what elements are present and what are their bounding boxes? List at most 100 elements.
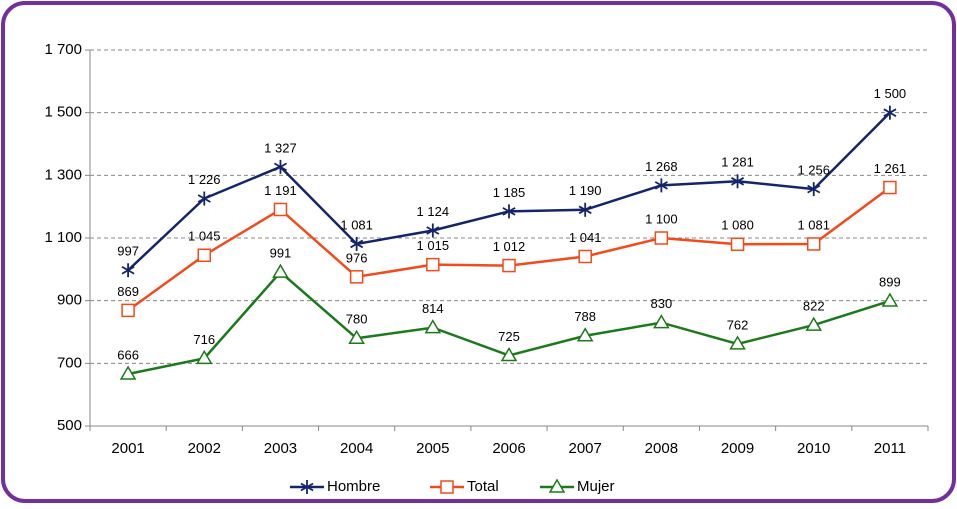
marker-stroke — [426, 226, 440, 235]
data-label: 666 — [117, 347, 139, 362]
marker — [197, 191, 211, 206]
marker — [502, 258, 516, 273]
legend-label: Hombre — [327, 478, 380, 495]
marker — [729, 335, 746, 350]
marker — [883, 180, 897, 195]
data-label: 1 012 — [493, 239, 526, 254]
data-label: 1 500 — [874, 86, 907, 101]
x-tick-label: 2003 — [264, 440, 297, 457]
legend-label: Total — [467, 478, 499, 495]
data-label: 1 191 — [264, 183, 297, 198]
marker — [807, 182, 821, 197]
marker — [502, 204, 516, 219]
marker — [881, 292, 899, 307]
data-label: 1 226 — [188, 172, 221, 187]
data-label: 1 081 — [340, 217, 373, 232]
marker — [273, 202, 288, 217]
data-label: 1 041 — [569, 230, 602, 245]
marker — [349, 270, 364, 284]
x-tick-label: 2006 — [492, 440, 525, 457]
marker-stroke — [121, 265, 135, 275]
data-label: 762 — [727, 317, 749, 332]
marker-stroke — [578, 205, 592, 215]
x-tick-label: 2004 — [340, 440, 373, 457]
marker — [806, 237, 821, 251]
marker — [348, 329, 365, 345]
y-tick-label: 1 300 — [44, 166, 82, 183]
y-tick-label: 1 700 — [44, 41, 82, 58]
x-tick-label: 2010 — [797, 440, 830, 457]
marker — [578, 202, 592, 217]
marker — [576, 327, 594, 342]
y-tick-label: 500 — [57, 417, 82, 434]
y-tick-label: 700 — [57, 354, 82, 371]
marker-stroke — [350, 239, 364, 249]
x-tick-label: 2002 — [188, 440, 221, 457]
marker — [440, 480, 454, 494]
marker-stroke — [300, 482, 314, 492]
data-label: 725 — [498, 329, 520, 344]
legend-item: Mujer — [540, 478, 615, 495]
x-tick-label: 2008 — [645, 440, 678, 457]
marker-stroke — [731, 177, 745, 186]
data-label: 1 281 — [721, 155, 754, 170]
data-label: 899 — [879, 274, 901, 289]
marker — [424, 319, 442, 334]
marker-stroke — [807, 184, 821, 194]
data-label: 1 268 — [645, 159, 678, 174]
x-tick-label: 2005 — [416, 440, 449, 457]
marker — [883, 105, 897, 120]
marker — [805, 316, 823, 331]
marker — [197, 248, 212, 262]
data-label: 1 190 — [569, 183, 602, 198]
marker — [273, 159, 287, 174]
marker — [731, 174, 745, 189]
marker-stroke — [502, 207, 516, 216]
data-label: 997 — [117, 244, 139, 259]
data-label: 1 045 — [188, 229, 221, 244]
marker — [653, 314, 670, 329]
x-tick-label: 2007 — [568, 440, 601, 457]
x-tick-label: 2011 — [874, 440, 906, 457]
data-label: 788 — [574, 309, 596, 324]
marker — [195, 349, 213, 365]
x-tick-label: 2009 — [721, 440, 754, 457]
data-label: 1 185 — [493, 185, 526, 200]
marker — [426, 257, 440, 272]
marker — [654, 178, 668, 193]
marker-stroke — [197, 194, 211, 203]
marker-stroke — [273, 162, 287, 172]
marker — [350, 236, 364, 251]
data-label: 780 — [346, 312, 368, 327]
data-label: 1 080 — [721, 218, 754, 233]
data-label: 1 256 — [797, 163, 830, 178]
marker — [578, 249, 592, 264]
data-label: 976 — [346, 250, 368, 265]
marker — [119, 365, 137, 380]
marker — [121, 303, 135, 318]
marker — [548, 478, 566, 493]
data-label: 822 — [803, 299, 825, 314]
data-label: 1 015 — [417, 238, 450, 253]
marker — [500, 347, 518, 362]
data-label: 716 — [193, 332, 215, 347]
y-tick-label: 1 100 — [44, 229, 82, 246]
x-tick-label: 2001 — [111, 440, 144, 457]
legend-item: Total — [430, 478, 499, 495]
marker — [730, 237, 745, 252]
y-tick-label: 1 500 — [44, 104, 82, 121]
data-label: 991 — [270, 246, 292, 261]
marker — [121, 263, 135, 278]
marker — [426, 223, 440, 238]
y-tick-label: 900 — [57, 292, 82, 309]
data-label: 1 261 — [874, 161, 907, 176]
data-label: 1 100 — [645, 211, 678, 226]
data-label: 1 327 — [264, 140, 297, 155]
marker — [300, 480, 314, 494]
marker — [272, 263, 289, 278]
marker — [654, 231, 669, 245]
data-label: 1 124 — [417, 204, 450, 219]
data-label: 869 — [117, 284, 139, 299]
